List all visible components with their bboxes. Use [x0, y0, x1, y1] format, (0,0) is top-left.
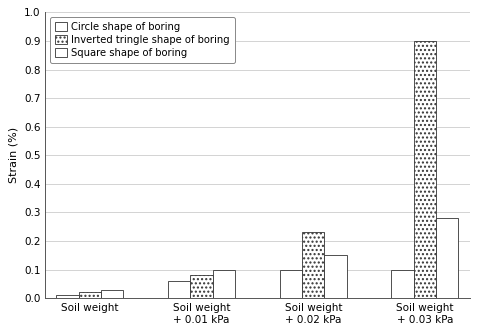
Bar — [436, 218, 458, 298]
Bar — [190, 275, 213, 298]
Bar — [101, 290, 123, 298]
Y-axis label: Strain (%): Strain (%) — [8, 127, 18, 183]
Bar — [213, 270, 235, 298]
Bar — [391, 270, 414, 298]
Bar — [414, 41, 436, 298]
Bar — [280, 270, 302, 298]
Bar — [325, 255, 347, 298]
Bar — [302, 232, 325, 298]
Bar — [56, 295, 79, 298]
Legend: Circle shape of boring, Inverted tringle shape of boring, Square shape of boring: Circle shape of boring, Inverted tringle… — [50, 17, 235, 63]
Bar — [79, 292, 101, 298]
Bar — [168, 281, 190, 298]
